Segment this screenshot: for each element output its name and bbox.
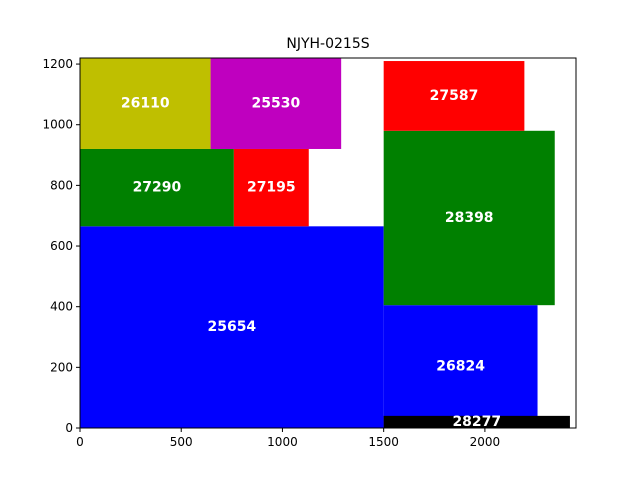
y-tick-label: 600	[50, 239, 73, 253]
x-axis: 0 500 1000 1500 2000	[76, 428, 500, 449]
x-tick-label: 2000	[470, 435, 501, 449]
rect-label-28398: 28398	[445, 210, 494, 226]
rect-28277	[383, 415, 570, 428]
y-tick-label: 200	[50, 360, 73, 374]
rect-label-27587: 27587	[430, 88, 479, 104]
rect-25530	[210, 58, 342, 149]
rect-label-27290: 27290	[133, 180, 182, 196]
rect-28398	[383, 130, 555, 306]
x-tick-label: 1000	[267, 435, 298, 449]
rect-label-25530: 25530	[252, 95, 301, 111]
rect-label-26110: 26110	[121, 95, 170, 111]
rect-label-28277: 28277	[452, 414, 501, 430]
rect-27587	[383, 61, 525, 131]
y-tick-label: 400	[50, 300, 73, 314]
rect-27290	[80, 148, 234, 227]
rect-label-27195: 27195	[247, 180, 296, 196]
x-tick-label: 1500	[368, 435, 399, 449]
y-tick-label: 0	[65, 421, 73, 435]
x-tick-label: 0	[76, 435, 84, 449]
rects-layer	[80, 58, 570, 428]
rect-26110	[80, 58, 211, 149]
rect-label-26824: 26824	[436, 359, 485, 375]
axes-frame	[79, 57, 577, 429]
rect-labels-layer: 25654 27290 27195 26110 25530 26824 28277 28398…	[121, 88, 501, 430]
y-tick-label: 800	[50, 178, 73, 192]
y-tick-label: 1000	[42, 118, 73, 132]
rect-26824	[383, 305, 538, 428]
x-tick-label: 500	[170, 435, 193, 449]
y-tick-label: 1200	[42, 57, 73, 71]
rect-25654	[80, 226, 384, 428]
y-axis: 0 200 400 600 800 1000 1200	[42, 57, 80, 435]
rect-27195	[233, 148, 309, 227]
chart-title: NJYH-0215S	[286, 36, 369, 52]
rect-label-25654: 25654	[207, 319, 256, 335]
